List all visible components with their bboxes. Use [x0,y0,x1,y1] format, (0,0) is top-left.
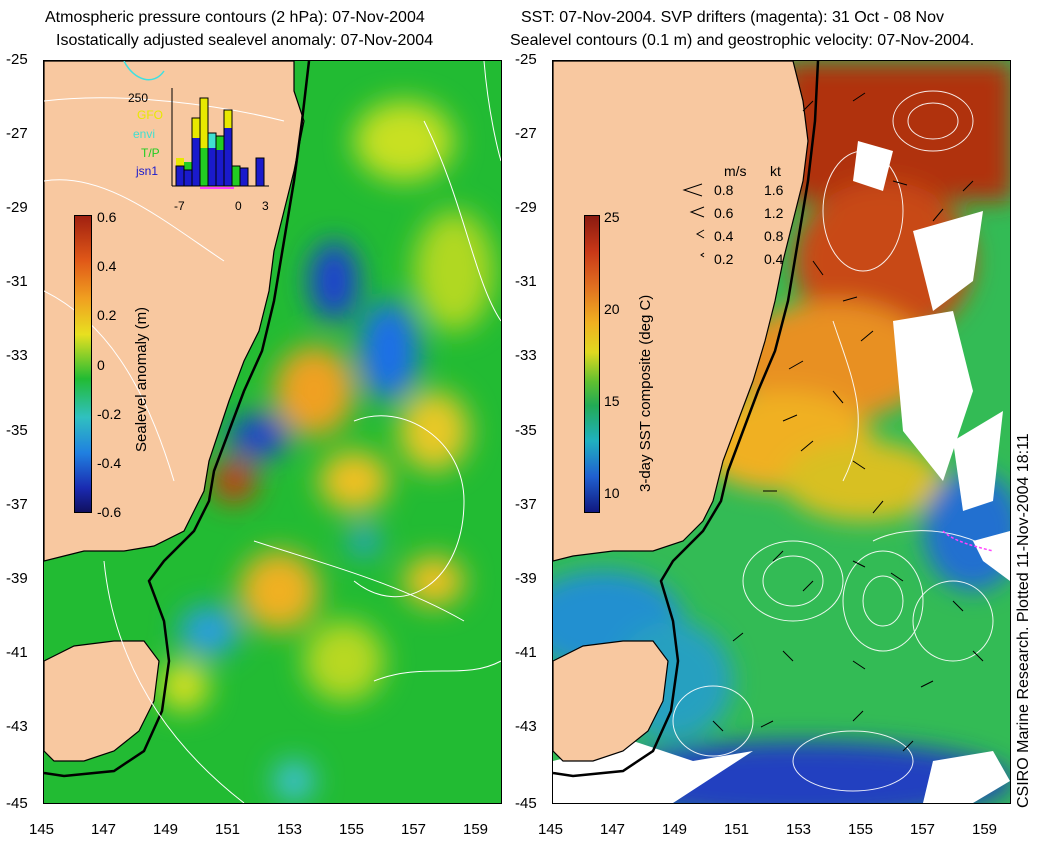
left-lat-label: -41 [6,644,28,661]
velocity-legend-arrows [682,183,705,258]
left-lat-label: -31 [6,273,28,290]
left-lon-label: 153 [277,821,303,838]
histogram-legend-tp: T/P [141,146,160,160]
sst-map [553,61,1010,803]
right-title-line2: Sealevel contours (0.1 m) and geostrophi… [510,32,975,49]
histogram-xtick-2: 0 [235,199,242,213]
sealevel-colorbar-tick-1: 0.6 [97,209,117,225]
velocity-vectors [712,92,984,752]
mainland-land-right [553,61,809,562]
sealevel-colorbar-tick-4: 0 [97,357,105,373]
left-lon-label: 157 [401,821,427,838]
sealevel-colorbar [74,215,92,513]
right-lat-label: -45 [515,795,537,812]
right-lat-label: -35 [515,422,537,439]
right-lat-label: -27 [515,125,537,142]
velocity-legend-ms-4: 0.2 [714,251,734,267]
right-lat-label: -41 [515,644,537,661]
sealevel-colorbar-tick-7: -0.6 [97,504,122,520]
tasmania-land [44,640,160,762]
left-lat-label: -43 [6,718,28,735]
histogram-xtick-3: 3 [262,199,269,213]
histogram-bars [176,98,264,186]
right-lon-label: 145 [538,821,564,838]
sst-colorbar [584,215,600,513]
right-lat-label: -43 [515,718,537,735]
histogram-legend-jsn1: jsn1 [136,164,159,178]
sst-colorbar-tick-2: 20 [604,301,620,317]
sealevel-contours [672,90,1010,792]
histogram-xtick-1: -7 [174,199,185,213]
sealevel-colorbar-tick-5: -0.2 [97,406,122,422]
left-lat-label: -27 [6,125,28,142]
histogram-legend-gfo: GFO [137,108,163,122]
tasmania-land-right [553,640,669,762]
left-title-line2: Isostatically adjusted sealevel anomaly:… [56,32,434,49]
left-lat-label: -25 [6,51,28,68]
right-lat-label: -37 [515,496,537,513]
sst-colorbar-tick-3: 15 [604,393,620,409]
right-lat-label: -25 [515,51,537,68]
velocity-legend-ms-3: 0.4 [714,228,734,244]
right-lon-label: 159 [972,821,998,838]
velocity-legend-header-kt: kt [770,163,781,179]
velocity-legend-ms-1: 0.8 [714,182,734,198]
right-lat-label: -29 [515,199,537,216]
right-lat-label: -33 [515,347,537,364]
sealevel-anomaly-map [44,61,501,803]
sst-colorbar-label: 3-day SST composite (deg C) [637,294,654,492]
left-lat-label: -29 [6,199,28,216]
velocity-legend-kt-4: 0.4 [764,251,784,267]
sealevel-colorbar-tick-2: 0.4 [97,258,117,274]
sealevel-colorbar-label: Sealevel anomaly (m) [133,306,150,452]
sealevel-colorbar-tick-6: -0.4 [97,455,122,471]
right-lon-label: 147 [600,821,626,838]
right-lon-label: 157 [910,821,936,838]
right-lon-label: 155 [848,821,874,838]
right-lon-label: 149 [662,821,688,838]
histogram-legend-envi: envi [133,127,156,141]
left-lon-label: 159 [463,821,489,838]
left-lon-label: 147 [91,821,117,838]
left-lat-label: -33 [6,347,28,364]
velocity-legend-kt-2: 1.2 [764,205,784,221]
left-lat-label: -39 [6,570,28,587]
velocity-legend-ms-2: 0.6 [714,205,734,221]
left-lon-label: 149 [153,821,179,838]
sst-colorbar-tick-4: 10 [604,485,620,501]
right-map-panel [552,60,1011,804]
sealevel-colorbar-tick-3: 0.2 [97,307,117,323]
left-lon-label: 151 [215,821,241,838]
left-lon-label: 155 [339,821,365,838]
altimeter-histogram [171,88,269,189]
left-title-line1: Atmospheric pressure contours (2 hPa): 0… [45,9,425,26]
right-lon-label: 151 [724,821,750,838]
left-lat-label: -35 [6,422,28,439]
histogram-ymax-label: 250 [128,91,149,105]
left-lat-label: -45 [6,795,28,812]
sst-colorbar-tick-1: 25 [604,209,620,225]
credit-text: CSIRO Marine Research. Plotted 11-Nov-20… [1015,433,1032,808]
velocity-legend-kt-3: 0.8 [764,228,784,244]
right-title-line1: SST: 07-Nov-2004. SVP drifters (magenta)… [521,9,944,26]
right-lat-label: -31 [515,273,537,290]
velocity-legend-kt-1: 1.6 [764,182,784,198]
velocity-legend-header-ms: m/s [724,163,747,179]
right-lat-label: -39 [515,570,537,587]
pressure-contours [44,61,501,803]
right-lon-label: 153 [786,821,812,838]
left-map-panel [43,60,502,804]
left-lat-label: -37 [6,496,28,513]
left-lon-label: 145 [29,821,55,838]
